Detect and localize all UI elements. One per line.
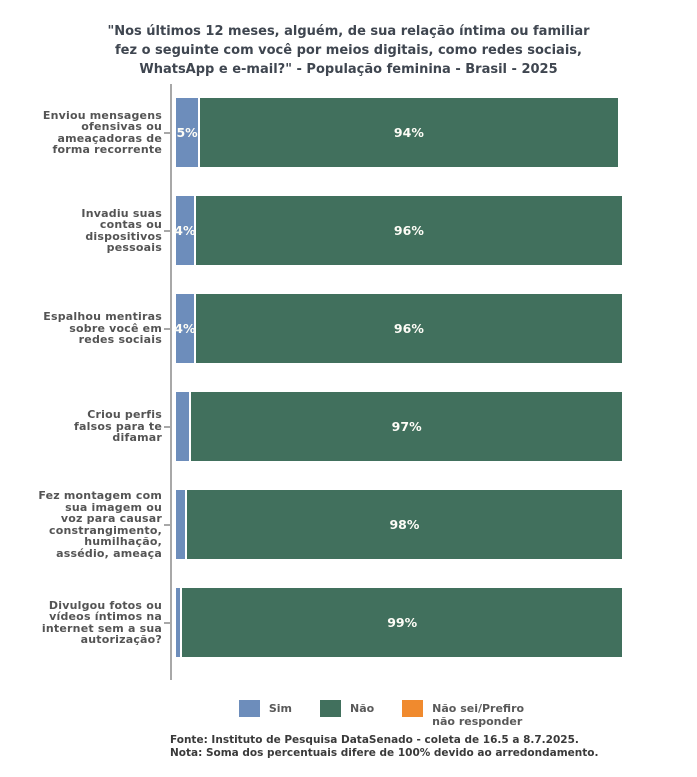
segment-nao: 94% <box>200 98 618 167</box>
segment-value-label: 94% <box>393 125 424 140</box>
category-label-line: redes sociais <box>78 333 162 347</box>
category-label-line: pessoais <box>106 241 162 254</box>
segment-value-label: 98% <box>389 517 420 532</box>
source-note: Fonte: Instituto de Pesquisa DataSenado … <box>170 734 579 746</box>
legend-swatch-sim <box>238 700 260 717</box>
category-label: Invadiu suas contas ou dispositivos pess… <box>0 206 162 254</box>
bar-row: Fez montagem com sua imagem ou voz para … <box>0 490 697 559</box>
category-label-line: Espalhou mentiras <box>43 310 162 324</box>
category-label-line: humilhação, <box>84 535 162 548</box>
bar-row: Divulgou fotos ou vídeos íntimos na inte… <box>0 588 697 657</box>
bar: 99% <box>176 588 622 657</box>
category-label-line: Invadiu suas <box>81 206 162 220</box>
bar: 4% 96% <box>174 294 622 363</box>
bar-row: Enviou mensagens ofensivas ou ameaçadora… <box>0 98 697 167</box>
axis-tick <box>164 621 170 624</box>
bar-row: Invadiu suas contas ou dispositivos pess… <box>0 196 697 265</box>
stacked-bar-chart: Enviou mensagens ofensivas ou ameaçadora… <box>0 84 697 680</box>
category-label-line: Divulgou fotos ou <box>48 598 162 612</box>
segment-value-label: 4% <box>174 223 196 238</box>
segment-value-label: 5% <box>176 125 198 140</box>
bar-row: Espalhou mentiras sobre você em redes so… <box>0 294 697 363</box>
category-label-line: assédio, ameaça <box>56 546 162 560</box>
category-label-line: ameaçadoras de <box>57 131 162 145</box>
category-label: Espalhou mentiras sobre você em redes so… <box>0 311 162 346</box>
segment-value-label: 99% <box>387 615 418 630</box>
rounding-note: Nota: Soma dos percentuais difere de 100… <box>170 747 599 759</box>
bar: 98% <box>176 490 622 559</box>
category-label-line: autorização? <box>80 633 162 646</box>
category-label-line: dispositivos <box>85 229 162 243</box>
segment-sim <box>176 392 190 461</box>
segment-nao: 96% <box>195 196 622 265</box>
category-label-line: Enviou mensagens <box>42 108 162 122</box>
category-label-line: Fez montagem com <box>38 489 162 502</box>
axis-tick <box>164 523 170 526</box>
category-label-line: Criou perfis <box>87 408 162 422</box>
segment-nao: 99% <box>182 588 622 657</box>
legend-item-sim: Sim <box>238 700 292 717</box>
bar-row: Criou perfis falsos para te difamar 97% <box>0 392 697 461</box>
category-label: Divulgou fotos ou vídeos íntimos na inte… <box>0 598 162 646</box>
chart-title-line: fez o seguinte com você por meios digita… <box>115 43 582 58</box>
legend-item-nao: Não <box>319 700 375 717</box>
chart-title-line: WhatsApp e e-mail?" - População feminina… <box>139 62 558 77</box>
category-label-line: sua imagem ou <box>65 500 162 514</box>
y-axis-line <box>170 84 172 680</box>
chart-footnotes: Fonte: Instituto de Pesquisa DataSenado … <box>170 734 697 760</box>
category-label-line: difamar <box>112 431 162 445</box>
legend-label: Sim <box>268 702 292 715</box>
segment-nao: 98% <box>186 490 622 559</box>
segment-value-label: 96% <box>393 321 424 336</box>
category-label-line: contas ou <box>99 218 162 231</box>
segment-nao: 97% <box>191 392 622 461</box>
segment-sim <box>176 588 181 657</box>
legend: Sim Não Não sei/Prefiro não responder <box>0 700 697 728</box>
category-label-line: sobre você em <box>69 321 162 335</box>
legend-label: Não sei/Prefiro não responder <box>432 702 525 728</box>
category-label: Fez montagem com sua imagem ou voz para … <box>0 490 162 559</box>
chart-title: "Nos últimos 12 meses, alguém, de sua re… <box>0 0 697 79</box>
bar: 5% 94% <box>176 98 618 167</box>
segment-sim: 4% <box>174 196 196 265</box>
legend-label: Não <box>349 702 375 715</box>
axis-tick <box>164 425 170 428</box>
segment-value-label: 4% <box>174 321 196 336</box>
category-label-line: constrangimento, <box>49 523 162 537</box>
segment-value-label: 97% <box>391 419 422 434</box>
segment-sim <box>176 490 185 559</box>
segment-nao: 96% <box>195 294 622 363</box>
category-label-line: forma recorrente <box>52 143 162 156</box>
category-label-line: vídeos íntimos na <box>49 610 162 623</box>
legend-item-nao-sei: Não sei/Prefiro não responder <box>402 700 530 728</box>
axis-tick <box>164 131 170 134</box>
legend-swatch-nao-sei <box>402 700 424 717</box>
chart-title-line: "Nos últimos 12 meses, alguém, de sua re… <box>107 24 590 39</box>
bar: 4% 96% <box>174 196 622 265</box>
segment-sim: 4% <box>174 294 196 363</box>
category-label: Criou perfis falsos para te difamar <box>0 409 162 444</box>
axis-tick <box>164 327 170 330</box>
bar: 97% <box>176 392 622 461</box>
category-label-line: internet sem a sua <box>41 621 162 635</box>
axis-tick <box>164 229 170 232</box>
category-label-line: voz para causar <box>60 512 162 525</box>
segment-value-label: 96% <box>393 223 424 238</box>
category-label: Enviou mensagens ofensivas ou ameaçadora… <box>0 108 162 156</box>
legend-swatch-nao <box>319 700 341 717</box>
segment-sim: 5% <box>176 98 199 167</box>
category-label-line: ofensivas ou <box>81 120 162 133</box>
category-label-line: falsos para te <box>74 419 162 433</box>
